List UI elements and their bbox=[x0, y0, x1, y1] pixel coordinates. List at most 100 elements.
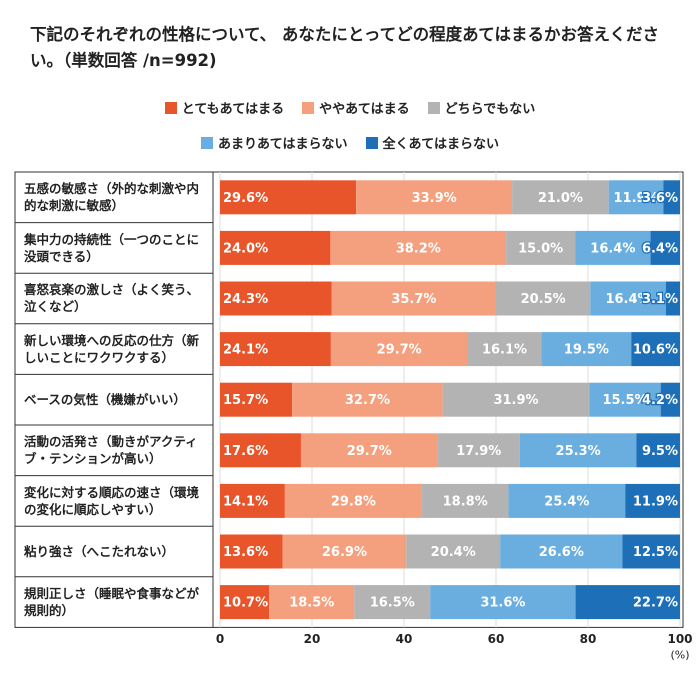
legend-swatch bbox=[164, 101, 177, 114]
category-label: 集中力の持続性（一つのことに没頭できる） bbox=[24, 231, 200, 264]
x-tick-label: 80 bbox=[580, 632, 597, 646]
bar-segment bbox=[636, 433, 680, 468]
category-label: 五感の敏感さ（外的な刺激や内的な刺激に敏感） bbox=[24, 181, 200, 214]
value-label: 25.4% bbox=[544, 494, 589, 509]
bar-segment bbox=[512, 180, 609, 215]
value-label: 17.9% bbox=[456, 444, 501, 459]
bar-segment bbox=[590, 281, 666, 316]
category-label: 変化に対する順応の速さ（環境の変化に順応しやすい） bbox=[24, 484, 200, 517]
value-label: 15.7% bbox=[223, 393, 268, 408]
bar-segment bbox=[292, 382, 443, 417]
bar-segment bbox=[442, 382, 590, 417]
bar-segment bbox=[220, 332, 331, 367]
value-label: 32.7% bbox=[345, 393, 390, 408]
bar-segment bbox=[421, 483, 509, 518]
bar-segment bbox=[575, 230, 651, 265]
legend-label: あまりあてはまらない bbox=[218, 137, 348, 152]
value-label: 26.6% bbox=[539, 545, 584, 560]
value-label: 20.4% bbox=[431, 545, 476, 560]
legend-item: ややあてはまる bbox=[302, 98, 410, 117]
value-label: 29.8% bbox=[331, 494, 376, 509]
value-label: 16.1% bbox=[482, 343, 527, 358]
bar-segment bbox=[589, 382, 661, 417]
value-label: 31.6% bbox=[480, 596, 525, 611]
bar-segment bbox=[500, 534, 623, 569]
bar-segment bbox=[608, 180, 664, 215]
value-label: 16.4% bbox=[590, 241, 635, 256]
frame bbox=[14, 171, 684, 628]
legend-label: ややあてはまる bbox=[319, 102, 410, 117]
bar-segment bbox=[506, 230, 576, 265]
value-label: 18.8% bbox=[443, 494, 488, 509]
value-label: 38.2% bbox=[396, 241, 441, 256]
value-label: 11.9% bbox=[614, 191, 659, 206]
bar-segment bbox=[406, 534, 501, 569]
legend-label: どちらでもない bbox=[444, 102, 536, 117]
bar-segment bbox=[356, 180, 513, 215]
bar-segment bbox=[625, 483, 680, 518]
legend-item: 全くあてはまらない bbox=[365, 133, 499, 152]
bar-segment bbox=[269, 585, 355, 620]
bar-segment bbox=[437, 433, 520, 468]
bar-segment bbox=[622, 534, 680, 569]
value-label: 16.5% bbox=[370, 596, 415, 611]
chart-title: 下記のそれぞれの性格について、 あなたにとってどの程度あてはまるかお答えください… bbox=[30, 25, 659, 70]
legend-item: あまりあてはまらない bbox=[201, 133, 348, 152]
bar-segment bbox=[220, 433, 301, 468]
bar-segment bbox=[575, 585, 680, 620]
value-label: 31.9% bbox=[493, 393, 538, 408]
value-label: 29.7% bbox=[377, 343, 422, 358]
bar-segment bbox=[220, 382, 293, 417]
value-label: 3.1% bbox=[642, 292, 678, 307]
legend-swatch bbox=[427, 101, 440, 114]
value-label: 29.7% bbox=[347, 444, 392, 459]
value-label: 15.5% bbox=[602, 393, 647, 408]
bar-segment bbox=[650, 230, 680, 265]
value-label: 35.7% bbox=[391, 292, 436, 307]
x-tick-label: 0 bbox=[216, 632, 224, 646]
x-tick-label: 100 bbox=[667, 632, 692, 646]
bar-segment bbox=[663, 180, 680, 215]
value-label: 17.6% bbox=[223, 444, 268, 459]
category-label: 規則正しさ（睡眠や食事などが規則的） bbox=[24, 586, 200, 619]
value-label: 21.0% bbox=[538, 191, 583, 206]
legend-swatch bbox=[302, 101, 315, 114]
value-label: 16.4% bbox=[605, 292, 650, 307]
bar-segment bbox=[331, 281, 496, 316]
bar-segment bbox=[541, 332, 632, 367]
value-label: 3.6% bbox=[642, 191, 678, 206]
bar-segment bbox=[430, 585, 576, 620]
value-label: 15.0% bbox=[518, 241, 563, 256]
category-label: 粘り強さ（へこたれない） bbox=[24, 543, 175, 559]
bar-segment bbox=[631, 332, 680, 367]
category-label: 新しい環境への反応の仕方（新しいことにワクワクする） bbox=[24, 333, 200, 366]
value-label: 6.4% bbox=[642, 241, 678, 256]
value-label: 24.3% bbox=[223, 292, 268, 307]
bar-segment bbox=[284, 483, 422, 518]
legend-swatch bbox=[201, 136, 214, 149]
bar-segment bbox=[220, 534, 283, 569]
value-label: 9.5% bbox=[642, 444, 678, 459]
legend-label: とてもあてはまる bbox=[181, 102, 285, 117]
bar-segment bbox=[220, 585, 270, 620]
legend-label: 全くあてはまらない bbox=[382, 137, 499, 152]
value-label: 26.9% bbox=[322, 545, 367, 560]
value-label: 29.6% bbox=[223, 191, 268, 206]
value-label: 4.2% bbox=[642, 393, 678, 408]
bar-segment bbox=[330, 332, 468, 367]
value-label: 14.1% bbox=[223, 494, 268, 509]
bar-segment bbox=[220, 180, 357, 215]
value-label: 22.7% bbox=[633, 596, 678, 611]
bar-segment bbox=[330, 230, 507, 265]
x-tick-label: 60 bbox=[488, 632, 505, 646]
bar-segment bbox=[467, 332, 542, 367]
x-tick-label: 20 bbox=[304, 632, 321, 646]
category-label: 喜怒哀楽の激しさ（よく笑う、泣くなど） bbox=[24, 282, 200, 315]
bar-segment bbox=[354, 585, 431, 620]
value-label: 13.6% bbox=[223, 545, 268, 560]
x-tick-label: 40 bbox=[396, 632, 413, 646]
value-label: 25.3% bbox=[556, 444, 601, 459]
value-label: 20.5% bbox=[521, 292, 566, 307]
value-label: 10.7% bbox=[223, 596, 268, 611]
